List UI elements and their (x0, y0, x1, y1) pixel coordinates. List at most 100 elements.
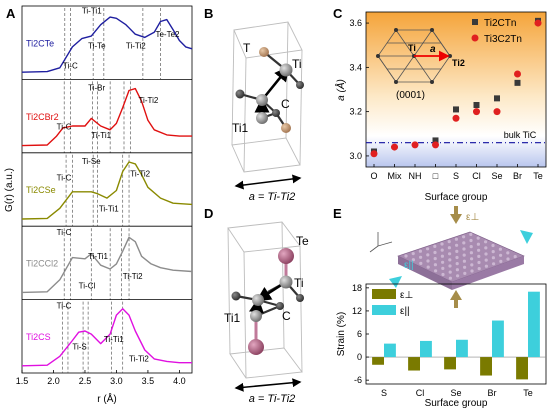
atom-ti-d (279, 275, 293, 289)
atom-c2-b (296, 81, 304, 89)
label-ti1-d: Ti1 (224, 311, 241, 325)
panel-e-letter: E (333, 206, 342, 221)
slab-atom (426, 253, 430, 257)
slab-atom (419, 255, 423, 259)
slab-atom (470, 257, 474, 261)
point-ti3c2tn (473, 108, 480, 116)
slab-atom (454, 237, 458, 241)
category-label: Cl (416, 388, 425, 398)
legend-label-ti2ctn: Ti2CTn (484, 18, 516, 29)
panel-a-frame (21, 5, 193, 374)
slab-atom (476, 236, 480, 240)
slab-atom (484, 252, 488, 256)
slab-atom (456, 274, 460, 278)
panel-a: A Ti2CTe Ti-C Ti-Ti1 Ti-Te Ti-Ti2 Te-Te2 Ti2CB… (4, 5, 193, 405)
inset-ti2-label: Ti2 (452, 58, 465, 68)
legend-label-perp: ε⊥ (400, 290, 413, 301)
peak-label: Ti-Ti1 (104, 335, 124, 344)
eps-par-illus: ε|| (404, 260, 414, 271)
category-label: Se (491, 171, 502, 181)
category-label: NH (409, 171, 422, 181)
bar-strain-perp (480, 357, 492, 376)
slab-atom (476, 242, 480, 246)
label-ti1-b: Ti1 (232, 121, 249, 135)
panel-e-legend: ε⊥ ε|| (372, 289, 413, 317)
arrow-perp-top (450, 214, 462, 224)
unit-cell-d (227, 221, 303, 379)
atom-t-b (259, 47, 269, 57)
series-name-ti2cbr2: Ti2CBr2 (26, 112, 59, 122)
label-te-d: Te (296, 234, 309, 248)
atom-ti-center-d (252, 294, 264, 306)
slab-atom (477, 267, 481, 271)
slab-atom (426, 247, 430, 251)
point-ti2ctn (473, 102, 480, 108)
bar-strain-perp (408, 357, 420, 371)
slab-atom (469, 238, 473, 243)
caption-d: a = Ti-Ti2 (249, 393, 296, 405)
slab-atom (498, 247, 502, 251)
slab-atom (477, 248, 481, 252)
slab-atom (506, 257, 510, 261)
y-tick-label: 3.0 (349, 151, 362, 161)
atom-ti1-b (256, 112, 268, 124)
slab-atom (477, 260, 481, 265)
inset-plane-label: (0001) (396, 90, 425, 101)
slab-atom (499, 259, 503, 263)
y-tick-label: 3.2 (349, 107, 362, 117)
peak-label: Ti-C (57, 228, 72, 237)
slab-atom (440, 248, 444, 252)
slab-atom (440, 254, 444, 258)
slab-atom (484, 264, 488, 268)
slab-atom (455, 262, 459, 266)
series-line-ti2cbr2 (21, 87, 192, 147)
series-name-ti2cte: Ti2CTe (26, 38, 54, 48)
bar-strain-par (528, 291, 540, 358)
point-ti2ctn (432, 137, 439, 144)
panel-c-ylabel: a (Å) (334, 79, 347, 101)
bulk-tic-label: bulk TiC (504, 130, 537, 140)
legend-label-ti3c2tn: Ti3C2Tn (484, 34, 522, 45)
slab-atom (418, 249, 422, 253)
peak-label: Ti-C (63, 61, 78, 70)
atom-ti-b (279, 63, 293, 77)
slab-atom (455, 268, 459, 272)
slab-atom (491, 256, 495, 260)
series-line-ti2cse (21, 161, 193, 220)
slab-atom (448, 276, 452, 280)
slab-atom (440, 242, 444, 246)
category-label: O (370, 171, 377, 181)
x-tick-label: 1.5 (16, 376, 29, 386)
peak-label: Ti-Ti2 (126, 42, 146, 51)
panel-e-plot: -6 0 6 12 18 S Cl Se Br Te (352, 283, 546, 398)
bar-strain-par (420, 340, 432, 358)
strain-illustration: ε⊥ ε|| (369, 206, 533, 308)
slab-atom (419, 261, 423, 265)
arrow-perp-bottom (450, 290, 462, 300)
category-label: S (453, 171, 459, 181)
point-ti3c2tn (514, 70, 521, 78)
slab-atom (463, 265, 467, 269)
slab-atom (513, 255, 517, 259)
slab-atom (411, 252, 415, 256)
slab-atom (441, 272, 445, 277)
panel-e-ylabel: Strain (%) (336, 312, 347, 356)
label-t-b: T (243, 41, 251, 55)
slab-atom (506, 251, 510, 255)
slab-atom (448, 264, 452, 268)
slab-atom (411, 258, 415, 262)
y-tick-label: 6 (357, 329, 362, 339)
slab-atom (448, 258, 452, 262)
series-name-ti2cs: Ti2CS (26, 332, 51, 342)
label-ti-b: Ti (292, 57, 302, 71)
slab-atom (477, 254, 481, 258)
slab-atom (426, 259, 430, 263)
y-tick-label: -6 (354, 375, 362, 385)
peak-label: Ti-Se (82, 157, 101, 166)
peak-label: Ti-Ti1 (82, 6, 102, 15)
slab-atom (433, 263, 437, 267)
slab-atom (463, 271, 467, 275)
label-c-d: C (282, 309, 291, 323)
peak-label: Ti-Te (88, 42, 106, 51)
slab-atom (484, 240, 488, 244)
